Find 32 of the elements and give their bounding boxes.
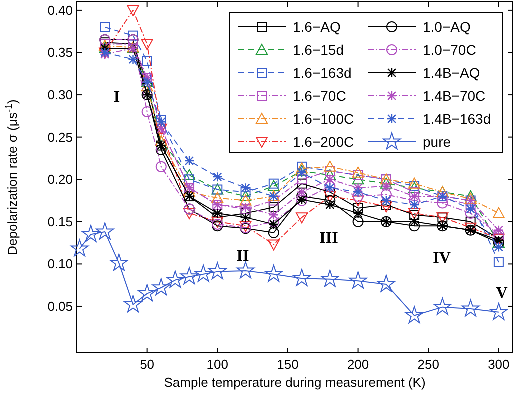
y-tick-label: 0.25 (48, 130, 73, 145)
y-tick-label: 0.10 (48, 256, 73, 272)
x-tick-label: 200 (347, 357, 370, 372)
annotation: II (236, 248, 250, 265)
legend-label: 1.4B−AQ (423, 65, 480, 81)
annotation: V (496, 285, 508, 302)
legend-label: 1.0−AQ (423, 19, 471, 35)
legend-label: 1.6−163d (293, 65, 352, 81)
x-tick-label: 100 (206, 357, 228, 372)
annotation: I (114, 89, 120, 106)
y-tick-label: 0.30 (48, 88, 73, 103)
y-tick-label: 0.20 (48, 172, 73, 188)
y-tick-label: 0.15 (48, 214, 73, 230)
legend-label: 1.6−AQ (293, 19, 341, 35)
y-tick-label: 0.05 (48, 298, 73, 314)
x-tick-label: 300 (488, 357, 510, 372)
x-tick-label: 250 (418, 357, 440, 372)
legend-label: 1.0−70C (423, 42, 476, 58)
x-axis-title: Sample temperature during measurement (K) (164, 375, 426, 390)
x-tick-label: 50 (140, 357, 155, 372)
legend-label: 1.6−200C (293, 134, 354, 150)
legend-label: 1.6−15d (293, 42, 344, 58)
legend-label: 1.6−100C (293, 111, 354, 127)
x-tick-label: 150 (277, 357, 299, 372)
annotation: III (320, 230, 338, 247)
y-tick-label: 0.40 (48, 2, 73, 18)
annotation: IV (433, 250, 452, 267)
legend-label: pure (423, 134, 452, 150)
legend-label: 1.4B−70C (423, 88, 486, 104)
legend-label: 1.4B−163d (423, 111, 492, 127)
legend-label: 1.6−70C (293, 88, 346, 104)
y-tick-label: 0.35 (48, 45, 73, 60)
